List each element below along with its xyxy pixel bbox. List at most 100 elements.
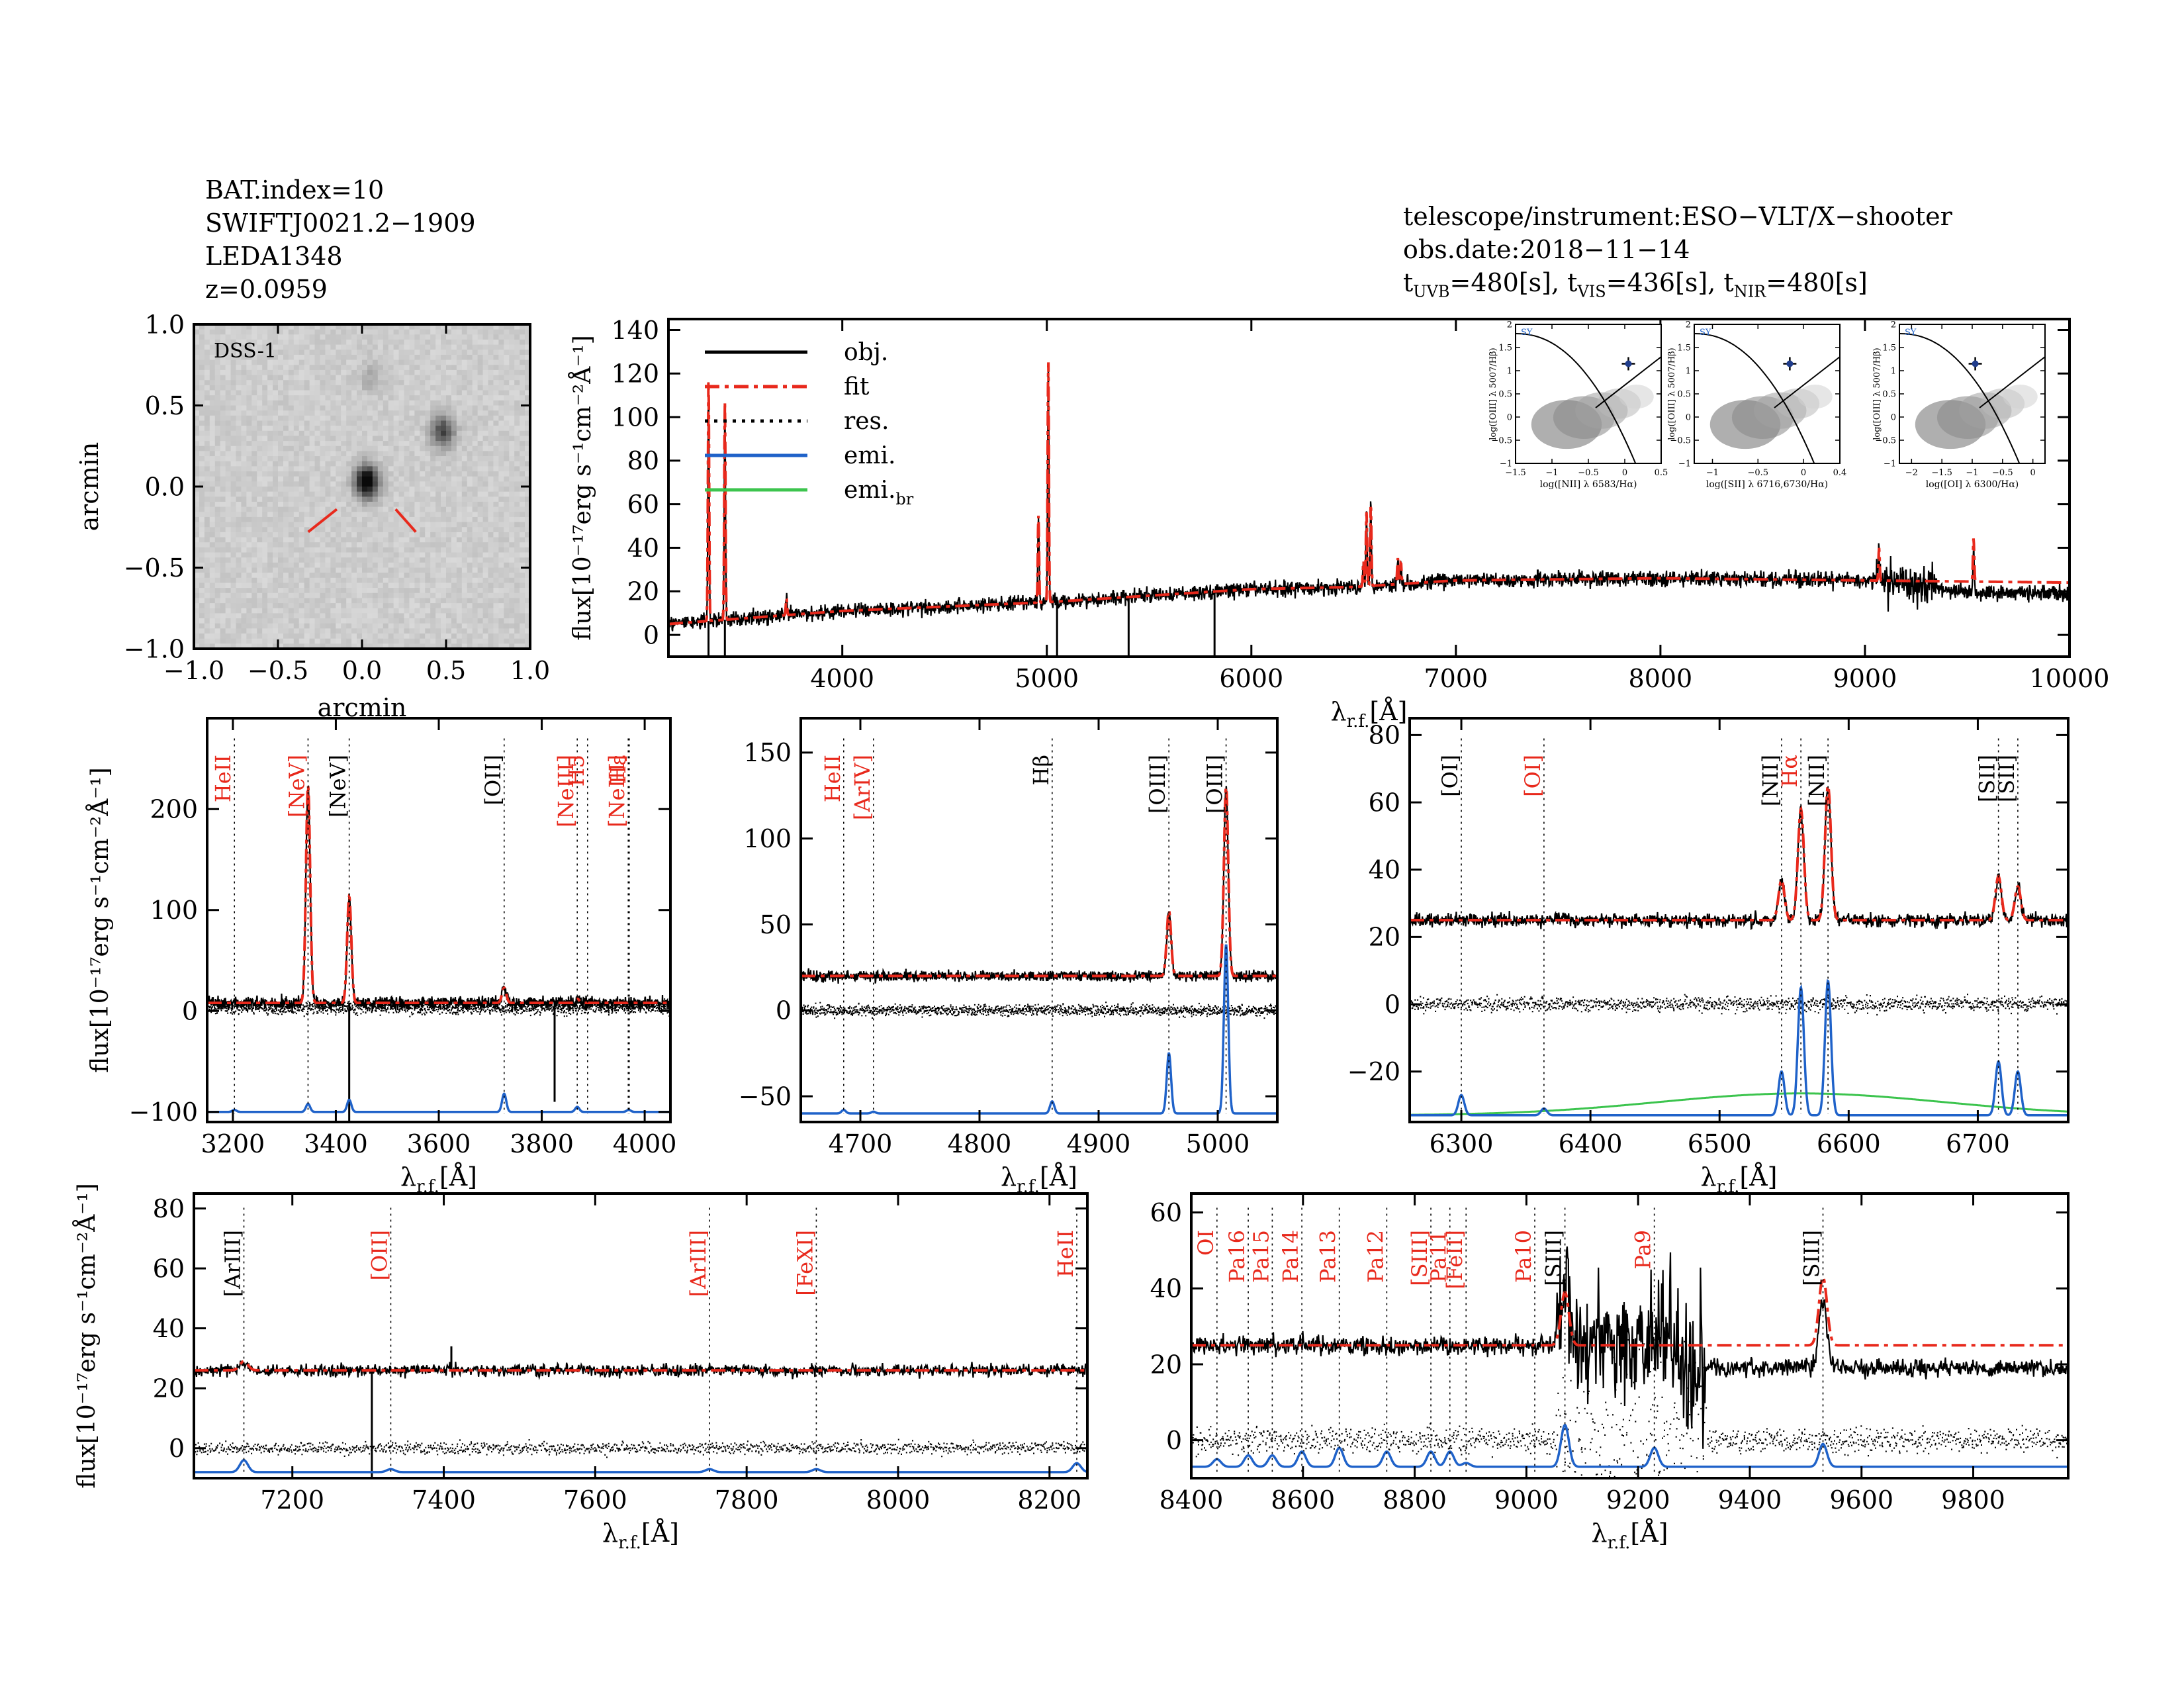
pixel (262, 522, 268, 528)
y-tick-label: 0 (1166, 1426, 1182, 1455)
pixel (320, 608, 326, 614)
pixel (209, 334, 216, 340)
pixel (314, 471, 321, 477)
pixel (509, 496, 515, 502)
pixel (430, 430, 436, 437)
pixel (314, 380, 321, 386)
pixel (388, 436, 394, 442)
pixel (204, 527, 210, 533)
pixel (341, 618, 347, 624)
pixel (520, 481, 525, 487)
pixel (398, 527, 405, 533)
pixel (441, 552, 447, 558)
pixel (251, 461, 257, 467)
pixel (225, 643, 232, 649)
pixel (341, 623, 347, 629)
pixel (288, 334, 295, 340)
pixel (336, 598, 341, 604)
pixel (514, 628, 520, 634)
pixel (214, 329, 221, 335)
pixel (420, 628, 426, 634)
pixel (472, 415, 478, 422)
pixel (351, 420, 357, 426)
pixel (456, 410, 463, 416)
pixel (441, 344, 447, 350)
pixel (309, 516, 316, 523)
pixel (246, 532, 252, 538)
pixel (330, 573, 336, 579)
pixel (525, 436, 531, 442)
pixel (504, 430, 510, 437)
pixel (336, 415, 341, 422)
pixel (420, 410, 426, 416)
pixel (461, 369, 468, 376)
pixel (456, 618, 463, 624)
pixel (304, 537, 310, 543)
pixel (472, 430, 478, 437)
pixel (241, 547, 247, 553)
pixel (504, 552, 510, 558)
pixel (351, 527, 357, 533)
pixel (414, 445, 420, 452)
pixel (425, 577, 431, 584)
pixel (283, 436, 289, 442)
pixel (435, 375, 441, 381)
pixel (409, 410, 415, 416)
pixel (293, 628, 300, 634)
pixel (309, 487, 316, 492)
pixel (273, 537, 279, 543)
pixel (383, 329, 389, 335)
pixel (398, 324, 405, 330)
pixel (414, 441, 420, 447)
pixel (241, 405, 247, 411)
pixel (446, 542, 452, 548)
pixel (220, 608, 226, 614)
pixel (225, 618, 232, 624)
x-tick-label: 6500 (1688, 1129, 1752, 1158)
pixel (278, 329, 284, 335)
pixel (283, 522, 289, 528)
pixel (425, 532, 431, 538)
pixel (377, 375, 384, 381)
pixel (520, 628, 525, 634)
pixel (262, 552, 268, 558)
line-label: [NeV] (326, 755, 351, 818)
pixel (304, 557, 310, 563)
pixel (209, 628, 216, 634)
pixel (498, 491, 504, 497)
pixel (493, 552, 499, 558)
pixel (414, 430, 420, 437)
pixel (362, 476, 368, 482)
pixel (477, 537, 484, 543)
pixel (273, 466, 279, 472)
pixel (414, 354, 420, 361)
pixel (435, 608, 441, 614)
pixel (357, 613, 363, 619)
pixel (367, 598, 373, 604)
pixel (372, 415, 379, 422)
pixel (525, 385, 531, 391)
pixel (393, 638, 400, 644)
pixel (441, 385, 447, 391)
pixel (467, 542, 473, 548)
pixel (314, 608, 321, 614)
pixel (241, 350, 247, 355)
pixel (461, 496, 468, 502)
pixel (477, 365, 484, 371)
pixel (398, 426, 405, 432)
pixel (278, 577, 284, 584)
pixel (246, 481, 252, 487)
pixel (472, 487, 478, 492)
pixel (336, 542, 341, 548)
pixel (472, 395, 478, 401)
pixel (362, 633, 368, 639)
pixel (320, 395, 326, 401)
pixel (409, 532, 415, 538)
pixel (362, 487, 368, 492)
pixel (420, 522, 426, 528)
pixel (435, 471, 441, 477)
pixel (278, 643, 284, 649)
pixel (314, 334, 321, 340)
pixel (461, 618, 468, 624)
pixel (351, 400, 357, 406)
